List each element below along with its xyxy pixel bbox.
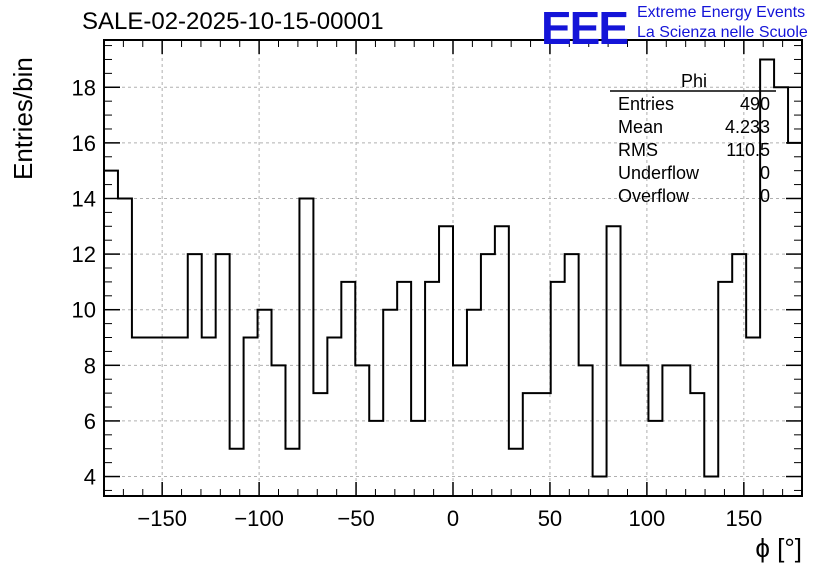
- org-name-line1: Extreme Energy Events: [637, 4, 806, 21]
- stats-label: Overflow: [618, 186, 690, 206]
- x-tick-label: 0: [447, 506, 459, 531]
- x-axis-label: ϕ [°]: [755, 533, 802, 563]
- stats-label: Underflow: [618, 163, 700, 183]
- y-tick-label: 6: [84, 409, 96, 434]
- stats-value: 110.5: [726, 140, 770, 160]
- stats-box: Phi Entries 490 Mean 4.233 RMS 110.5 Underflow 0…: [610, 71, 776, 206]
- x-tick-label: 150: [725, 506, 762, 531]
- histogram-outline: [104, 58, 802, 478]
- stats-value: 4.233: [725, 117, 770, 137]
- stats-value: 0: [760, 163, 770, 183]
- eee-logo: EEE: [541, 2, 629, 54]
- x-tick-label: 100: [629, 506, 666, 531]
- stats-name: Phi: [681, 71, 707, 91]
- y-tick-label: 4: [84, 465, 96, 490]
- y-axis-label: Entries/bin: [8, 57, 38, 180]
- stats-label: Mean: [618, 117, 663, 137]
- stats-label: Entries: [618, 94, 674, 114]
- axis-ticks: [103, 40, 803, 496]
- stats-value: 0: [760, 186, 770, 206]
- chart-title: SALE-02-2025-10-15-00001: [82, 8, 384, 35]
- stats-label: RMS: [618, 140, 658, 160]
- y-tick-label: 18: [72, 75, 96, 100]
- y-tick-label: 14: [72, 186, 96, 211]
- stats-value: 490: [740, 94, 770, 114]
- y-tick-label: 8: [84, 353, 96, 378]
- y-tick-label: 12: [72, 242, 96, 267]
- tick-labels: −150 −100 −50 0 50 100 150 4 6 8 10 12 14 16 18: [72, 75, 763, 531]
- x-tick-label: −150: [137, 506, 187, 531]
- x-tick-label: −50: [337, 506, 374, 531]
- x-tick-label: −100: [234, 506, 284, 531]
- x-tick-label: 50: [538, 506, 562, 531]
- y-tick-label: 10: [72, 298, 96, 323]
- org-name-line2: La Scienza nelle Scuole: [637, 24, 808, 41]
- y-tick-label: 16: [72, 131, 96, 156]
